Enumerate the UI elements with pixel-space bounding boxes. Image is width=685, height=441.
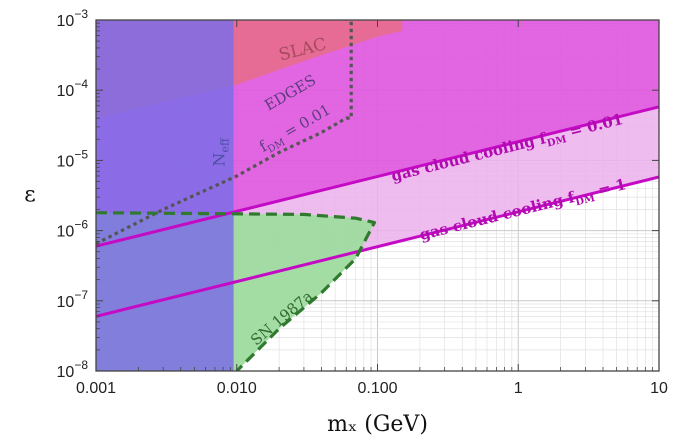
x-tick-label: 10 xyxy=(650,380,668,397)
x-tick-label: 0.100 xyxy=(357,380,397,397)
curve-gas-cloud-cooling-fdm-1 xyxy=(96,175,659,318)
annotation-neff: Neff xyxy=(210,137,232,167)
y-axis-label: ε xyxy=(24,183,35,208)
region-neff-excluded xyxy=(96,20,234,371)
constraint-curves xyxy=(96,20,659,371)
excluded-regions xyxy=(96,20,659,371)
y-tick-label: 10−6 xyxy=(57,218,89,241)
y-tick-label: 10−3 xyxy=(57,7,89,30)
x-tick-label: 0.001 xyxy=(76,380,116,397)
axis-ticks: 0.001 0.010 0.100 1 10 10−8 10−7 10−6 10−5 10−4 10… xyxy=(57,7,668,397)
curve-sn-1987a xyxy=(96,211,376,371)
x-tick-label: 1 xyxy=(514,380,523,397)
y-tick-label: 10−4 xyxy=(57,77,89,100)
x-tick-label: 0.010 xyxy=(217,380,257,397)
y-tick-label: 10−8 xyxy=(57,358,89,381)
x-axis-label: mₓ (GeV) xyxy=(327,412,428,437)
curve-gas-cloud-cooling-fdm-0-01 xyxy=(96,105,659,248)
y-tick-label: 10−7 xyxy=(57,288,89,311)
y-tick-label: 10−5 xyxy=(57,147,89,170)
